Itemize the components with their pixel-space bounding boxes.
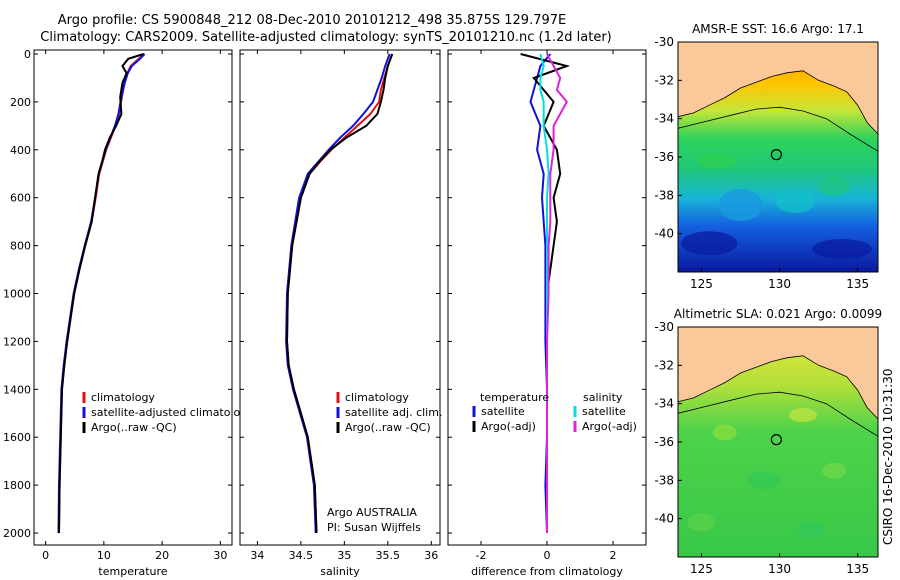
x-tick-label: 35.5 xyxy=(376,549,401,562)
legend-group-title: salinity xyxy=(583,391,623,404)
x-tick-label: 34.5 xyxy=(289,549,314,562)
land-area xyxy=(677,41,879,136)
x-axis-label: salinity xyxy=(320,565,360,578)
y-tick-label: -36 xyxy=(654,150,674,164)
legend-label: Argo(..raw -QC) xyxy=(345,421,431,434)
map-title: AMSR-E SST: 16.6 Argo: 17.1 xyxy=(692,22,864,36)
series-line-salinity-argo-adj- xyxy=(546,53,569,533)
y-tick-label: -34 xyxy=(654,112,674,126)
annotation-text: Argo AUSTRALIA xyxy=(327,506,417,519)
x-tick-label: 10 xyxy=(97,549,111,562)
field-patch xyxy=(789,408,817,423)
field-patch xyxy=(712,424,737,441)
x-tick-label: -2 xyxy=(476,549,487,562)
field-patch xyxy=(796,522,825,539)
y-tick-label: 0 xyxy=(24,48,31,61)
x-tick-label: 125 xyxy=(690,277,713,291)
x-axis-label: temperature xyxy=(98,565,167,578)
land-area xyxy=(677,326,879,421)
legend-label: Argo(-adj) xyxy=(582,420,637,433)
legend-label: Argo(-adj) xyxy=(481,420,536,433)
x-tick-label: 125 xyxy=(690,562,713,576)
y-tick-label: 1800 xyxy=(3,479,31,492)
legend-label: satellite adj. clim. xyxy=(345,406,442,419)
plot-frame xyxy=(33,49,233,546)
shelf-contour xyxy=(677,106,879,152)
field-patch xyxy=(822,462,847,479)
y-tick-label: -32 xyxy=(654,73,674,87)
y-tick-label: -36 xyxy=(654,435,674,449)
y-tick-label: 200 xyxy=(10,96,31,109)
legend-label: climatology xyxy=(91,391,155,404)
y-tick-label: -32 xyxy=(654,358,674,372)
difference-profile-chart: -2 0 2 difference from climatology temperatu… xyxy=(447,49,647,578)
sst-map: AMSR-E SST: 16.6 Argo: 17.1 125 130 135 -30 -… xyxy=(654,22,879,291)
y-tick-label: 2000 xyxy=(3,527,31,540)
header-line-1: Argo profile: CS 5900848_212 08-Dec-2010… xyxy=(58,13,566,28)
field-patch xyxy=(687,513,716,532)
field-patch xyxy=(818,175,851,196)
y-tick-label: 1200 xyxy=(3,335,31,348)
y-tick-label: -40 xyxy=(654,227,674,241)
salinity-profile-chart: 34 34.5 35 35.5 36 salinity climatology satelli… xyxy=(239,49,442,578)
x-tick-label: 35 xyxy=(337,549,351,562)
x-axis-label: difference from climatology xyxy=(471,565,623,578)
y-tick-label: -38 xyxy=(654,188,674,202)
x-tick-label: 135 xyxy=(846,562,869,576)
x-tick-label: 0 xyxy=(42,549,49,562)
header-line-2: Climatology: CARS2009. Satellite-adjuste… xyxy=(40,30,612,45)
argo-location-marker xyxy=(770,434,782,446)
temperature-profile-chart: 0 10 20 30 0 200 400 600 800 1000 1200 1400 1600 1800… xyxy=(3,48,254,578)
map-title: Altimetric SLA: 0.021 Argo: 0.0099 xyxy=(674,307,882,321)
y-tick-label: -30 xyxy=(654,35,674,49)
field-patch xyxy=(812,239,873,259)
y-tick-label: 1000 xyxy=(3,288,31,301)
field-patch xyxy=(775,189,816,214)
field-patch xyxy=(681,231,738,256)
x-tick-label: 130 xyxy=(768,562,791,576)
x-tick-label: 135 xyxy=(846,277,869,291)
x-tick-label: 20 xyxy=(155,549,169,562)
x-tick-label: 2 xyxy=(610,549,617,562)
legend-label: satellite-adjusted climatology xyxy=(91,406,254,419)
x-tick-label: 30 xyxy=(213,549,227,562)
legend-group-title: temperature xyxy=(480,391,549,404)
y-tick-label: -40 xyxy=(654,512,674,526)
field-patch xyxy=(718,188,763,221)
series-line-argo-raw-qc- xyxy=(58,53,144,534)
y-tick-label: 800 xyxy=(10,240,31,253)
legend-label: satellite xyxy=(582,405,626,418)
legend-label: satellite xyxy=(481,405,525,418)
y-tick-label: 1600 xyxy=(3,431,31,444)
annotation-text: PI: Susan Wijffels xyxy=(327,521,421,534)
y-tick-label: 400 xyxy=(10,144,31,157)
legend-label: climatology xyxy=(345,391,409,404)
shelf-contour xyxy=(677,391,879,437)
x-tick-label: 36 xyxy=(424,549,438,562)
y-tick-label: 1400 xyxy=(3,383,31,396)
field-patch xyxy=(697,152,738,169)
y-tick-label: -38 xyxy=(654,473,674,487)
x-tick-label: 0 xyxy=(544,549,551,562)
y-tick-label: 600 xyxy=(10,192,31,205)
legend-label: Argo(..raw -QC) xyxy=(91,421,177,434)
x-tick-label: 34 xyxy=(250,549,264,562)
sla-map: Altimetric SLA: 0.021 Argo: 0.0099 125 130… xyxy=(654,307,882,576)
argo-location-marker xyxy=(770,149,782,161)
y-tick-label: -30 xyxy=(654,320,674,334)
y-tick-label: -34 xyxy=(654,397,674,411)
field-patch xyxy=(747,471,780,490)
plot-frame xyxy=(239,49,441,546)
series-line-argo-raw-qc- xyxy=(285,53,394,534)
x-tick-label: 130 xyxy=(768,277,791,291)
credit-text: CSIRO 16-Dec-2010 10:31:30 xyxy=(881,368,895,545)
